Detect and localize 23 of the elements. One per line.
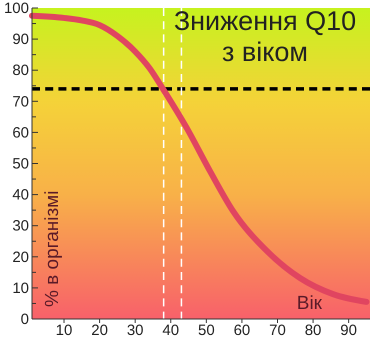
y-tick-label: 100 <box>4 0 29 17</box>
text: Зниження Q10 з віком <box>174 6 356 67</box>
x-tick-label: 40 <box>162 322 180 339</box>
y-tick-label: 70 <box>12 93 29 110</box>
y-tick-label: 40 <box>12 186 29 204</box>
x-tick-label: 20 <box>91 322 108 339</box>
y-tick-label: 30 <box>12 218 29 235</box>
y-tick-label: 90 <box>12 31 29 48</box>
x-axis-title: Вік <box>296 293 323 314</box>
y-tick-label: 50 <box>12 156 29 172</box>
y-tick-label: 80 <box>12 62 29 80</box>
y-tick-label: 20 <box>12 248 29 266</box>
y-tick-label: 10 <box>12 280 29 297</box>
x-tick-label: 80 <box>304 322 322 339</box>
x-tick-label: 30 <box>126 322 144 339</box>
y-axis-title: % в організмі <box>42 190 63 307</box>
y-tick-label: 60 <box>12 124 29 142</box>
x-tick-label: 50 <box>198 322 215 339</box>
x-tick-label: 70 <box>269 322 286 339</box>
x-tick-label: 60 <box>234 322 250 339</box>
x-tick-label: 10 <box>56 322 72 339</box>
x-tick-label: 90 <box>340 322 357 339</box>
y-tick-label: 0 <box>20 311 29 328</box>
